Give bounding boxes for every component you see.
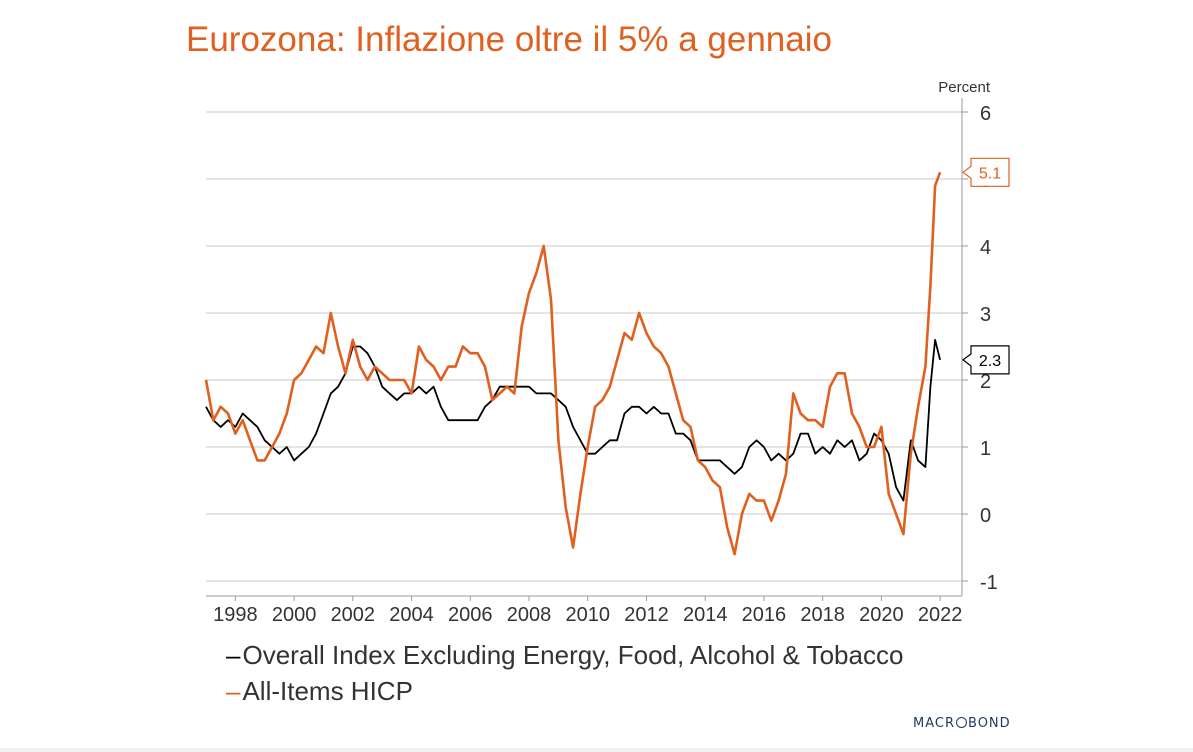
x-tick-label: 1998 bbox=[213, 604, 258, 626]
y-tick-label: 4 bbox=[980, 237, 991, 259]
footer-divider bbox=[0, 748, 1193, 752]
logo-text-end: BOND bbox=[968, 716, 1011, 731]
x-tick-label: 2016 bbox=[742, 604, 787, 626]
x-tick-label: 2002 bbox=[331, 604, 376, 626]
macrobond-logo: MACR BOND bbox=[913, 716, 1011, 731]
x-tick-labels: 1998 2000 2002 2004 2006 2008 2010 2012 2014 2016… bbox=[213, 604, 962, 626]
x-tick-label: 2010 bbox=[565, 604, 610, 626]
y-tick-label: 2 bbox=[980, 371, 991, 393]
logo-circle-icon bbox=[956, 717, 967, 728]
y-tick-label: 0 bbox=[980, 505, 991, 527]
y-tick-label: -1 bbox=[980, 572, 998, 594]
y-tick-label: 6 bbox=[980, 103, 991, 125]
end-label-box bbox=[962, 157, 1010, 187]
legend-label-headline: All-Items HICP bbox=[242, 676, 413, 706]
gridlines bbox=[206, 111, 968, 601]
x-tick-label: 2008 bbox=[507, 604, 552, 626]
y-tick-label: 1 bbox=[980, 438, 991, 460]
end-label-core: 2.3 bbox=[962, 345, 1010, 375]
series-line-core bbox=[205, 338, 941, 502]
legend-item-headline-inflation: –All-Items HICP bbox=[226, 676, 413, 707]
x-tick-label: 2014 bbox=[683, 604, 728, 626]
end-label-value: 5.1 bbox=[979, 165, 1001, 182]
legend-item-core-inflation: –Overall Index Excluding Energy, Food, A… bbox=[226, 640, 903, 671]
x-tick-label: 2004 bbox=[389, 604, 434, 626]
end-label-headline: 5.1 bbox=[962, 157, 1010, 187]
end-value-labels: 2.3 5.1 bbox=[962, 157, 1010, 375]
series-lines bbox=[204, 171, 942, 556]
x-tick-label: 2022 bbox=[918, 604, 963, 626]
legend-swatch-core: – bbox=[226, 640, 241, 670]
end-label-value: 2.3 bbox=[979, 353, 1001, 370]
chart-title: Eurozona: Inflazione oltre il 5% a genna… bbox=[186, 20, 832, 59]
x-tick-label: 2018 bbox=[800, 604, 845, 626]
end-label-box bbox=[962, 345, 1010, 375]
x-tick-label: 2000 bbox=[272, 604, 317, 626]
logo-text-start: MACR bbox=[913, 716, 955, 731]
series-line-headline bbox=[204, 171, 942, 556]
y-axis-unit-label: Percent bbox=[938, 79, 991, 96]
x-tick-label: 2012 bbox=[624, 604, 669, 626]
legend-swatch-headline: – bbox=[226, 676, 241, 706]
y-tick-label: 3 bbox=[980, 304, 991, 326]
x-tick-label: 2006 bbox=[448, 604, 493, 626]
axes bbox=[206, 98, 963, 597]
x-tick-label: 2020 bbox=[859, 604, 904, 626]
legend-label-core: Overall Index Excluding Energy, Food, Al… bbox=[242, 640, 904, 670]
